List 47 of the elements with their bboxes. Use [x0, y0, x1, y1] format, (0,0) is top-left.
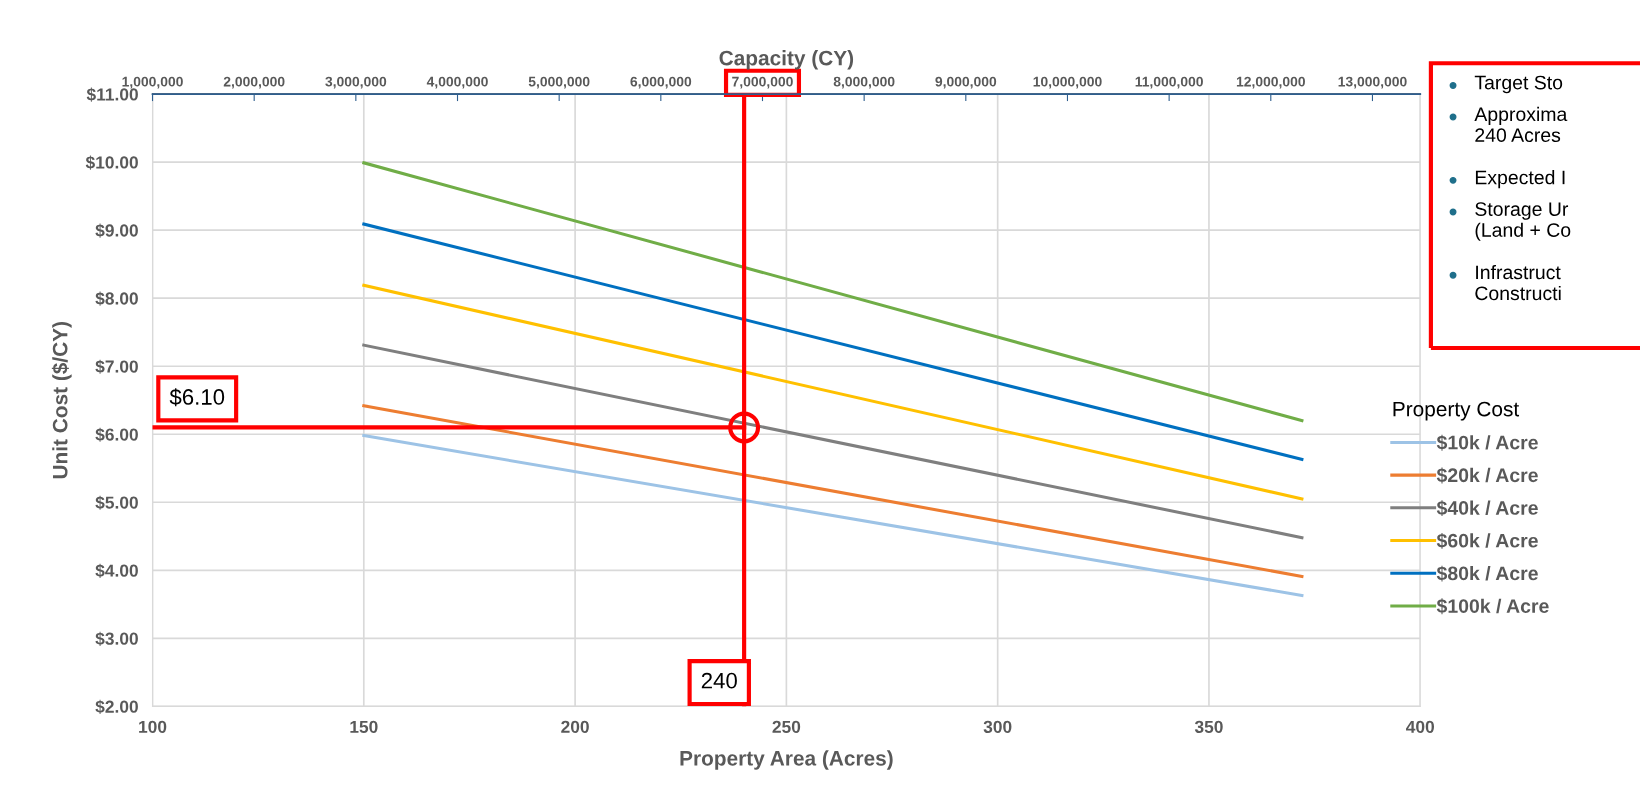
- x-tick-label: 400: [1406, 720, 1435, 733]
- ref-line-label: 240: [701, 672, 737, 689]
- x-tick-label: 250: [772, 720, 801, 733]
- text: Expected I: [1475, 170, 1565, 189]
- x2-tick-label: 10,000,000: [1033, 76, 1102, 89]
- x-tick-label: 100: [139, 720, 167, 733]
- legend-title: Property Cost: [1393, 401, 1520, 421]
- y-tick-label: $6.00: [95, 427, 138, 442]
- x2-tick-label: 13,000,000: [1338, 76, 1407, 89]
- x2-tick-label: 12,000,000: [1236, 76, 1305, 89]
- text: Storage Ur (Land + Co: [1475, 202, 1571, 241]
- y-tick-label: $10.00: [85, 155, 138, 170]
- x-tick-label: 150: [350, 720, 378, 733]
- x2-tick-label: 4,000,000: [426, 76, 488, 89]
- x2-axis-title: Capacity (CY): [719, 50, 854, 70]
- y-tick-label: $5.00: [95, 495, 138, 510]
- x2-tick-label: 3,000,000: [325, 76, 387, 89]
- y-tick-label: $11.00: [86, 87, 138, 102]
- x2-tick-label: 5,000,000: [528, 76, 590, 89]
- text: Approxima 240 Acres: [1474, 106, 1568, 143]
- ref-line-label: $6.10: [169, 388, 225, 407]
- y-tick-label: $9.00: [95, 223, 138, 238]
- x2-tick-label: 2,000,000: [223, 76, 285, 89]
- legend-label: $80k / Acre: [1436, 565, 1538, 582]
- y-tick-label: $2.00: [95, 699, 138, 714]
- y-tick-label: $3.00: [95, 631, 138, 646]
- x2-tick-label: 1,000,000: [122, 76, 183, 89]
- y-tick-label: $8.00: [95, 291, 138, 306]
- legend-label: $60k / Acre: [1436, 532, 1538, 549]
- text: Infrastruct Constructi: [1475, 265, 1561, 301]
- x2-tick-label: 8,000,000: [833, 76, 895, 89]
- x-tick-label: 300: [983, 720, 1012, 734]
- y-tick-label: $4.00: [95, 563, 138, 578]
- text: Target Sto: [1474, 75, 1563, 94]
- x-tick-label: 350: [1194, 720, 1223, 734]
- legend-label: $40k / Acre: [1436, 500, 1538, 517]
- legend-label: $100k / Acre: [1436, 598, 1549, 615]
- x2-tick-label: 9,000,000: [935, 76, 997, 89]
- legend-label: $10k / Acre: [1436, 434, 1538, 451]
- y-tick-label: $7.00: [95, 359, 138, 374]
- x2-tick-label: 11,000,000: [1135, 76, 1203, 89]
- y-axis-title: Unit Cost ($/CY): [51, 322, 72, 479]
- x-tick-label: 200: [561, 720, 589, 733]
- x2-tick-label: 6,000,000: [630, 76, 692, 89]
- x-axis-title: Property Area (Acres): [680, 750, 893, 770]
- x2-tick-label: 7,000,000: [732, 76, 793, 89]
- legend-label: $20k / Acre: [1436, 467, 1538, 484]
